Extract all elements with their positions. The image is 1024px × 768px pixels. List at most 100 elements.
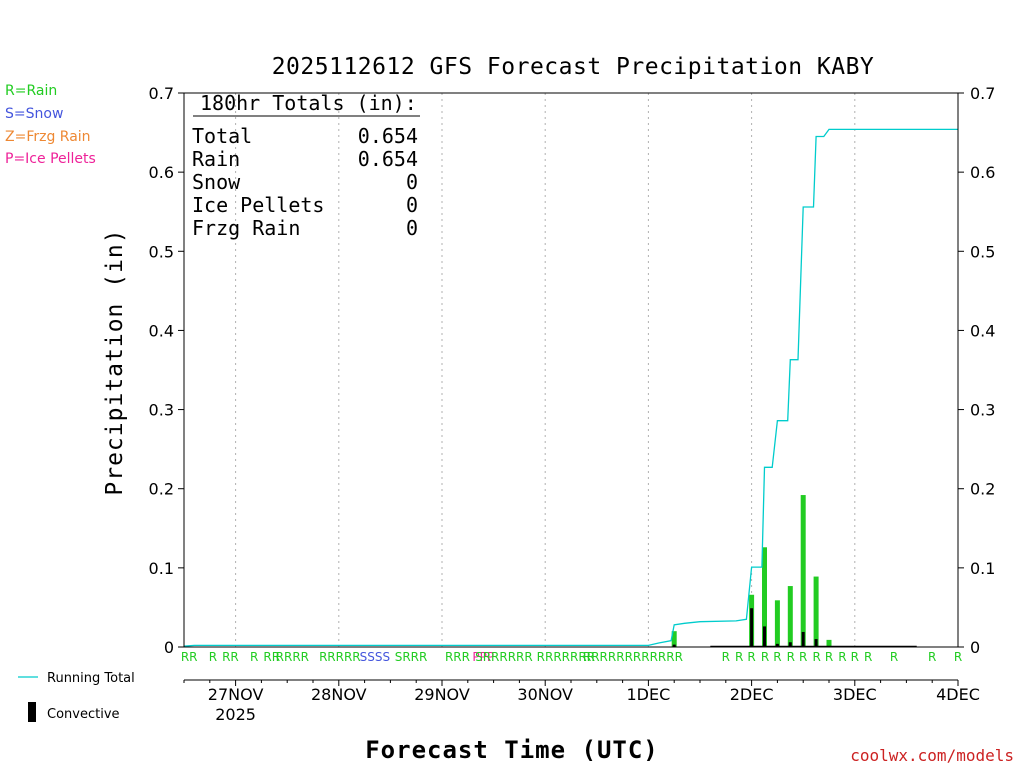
y-tick-label-left-4: 0.4 [149, 321, 174, 340]
y-tick-label-right-4: 0.4 [970, 321, 995, 340]
ptype-label-16: R [735, 650, 743, 664]
ptype-label-7: RRRR [327, 650, 360, 664]
x-tick-label-1: 28NOV [311, 685, 367, 704]
y-tick-label-left-6: 0.6 [149, 163, 174, 182]
y-tick-label-right-0: 0 [970, 638, 980, 657]
series-legend: Running Total Convective [18, 671, 135, 722]
y-tick-label-left-2: 0.2 [149, 480, 174, 499]
ptype-label-18: R [761, 650, 769, 664]
convective-bar-0 [672, 644, 676, 647]
totals-frzg-label: Frzg Rain [192, 216, 300, 240]
ptype-label-14: RRRRRRRRRRRR [583, 650, 683, 664]
y-tick-label-left-7: 0.7 [149, 84, 174, 103]
x-axis-label: Forecast Time (UTC) [365, 736, 659, 764]
legend-pellets: P=Ice Pellets [5, 151, 96, 167]
plot-border [183, 92, 959, 648]
totals-header: 180hr Totals (in): [200, 91, 417, 115]
running-total-line [183, 128, 958, 647]
ptype-label-17: R [747, 650, 755, 664]
convective-swatch [28, 702, 36, 722]
ptype-label-2: RR [222, 650, 239, 664]
ptype-label-3: R [250, 650, 258, 664]
ptype-label-25: R [851, 650, 859, 664]
ptype-label-20: R [787, 650, 795, 664]
y-tick-label-left-1: 0.1 [149, 559, 174, 578]
convective-bar-5 [801, 631, 805, 647]
x-tick-label-0: 27NOV [208, 685, 264, 704]
x-tick-label-2: 29NOV [414, 685, 470, 704]
y-tick-label-left-3: 0.3 [149, 401, 174, 420]
totals-pellets-value: 0 [406, 193, 418, 217]
y-tick-label-right-7: 0.7 [970, 84, 995, 103]
x-tick-label-4: 1DEC [627, 685, 671, 704]
x-tick-label-3: 30NOV [517, 685, 573, 704]
precip-bar-0 [671, 631, 677, 647]
ptype-label-15: R [722, 650, 730, 664]
legend-running-total: Running Total [47, 671, 135, 686]
x-tick-sublabel-0: 2025 [215, 705, 256, 724]
ptype-label-8: SSSS [360, 650, 390, 664]
ptype-label-10: RRR [445, 650, 470, 664]
y-tick-label-right-6: 0.6 [970, 163, 995, 182]
ptype-label-9: SRRR [395, 650, 428, 664]
legend-rain: R=Rain [5, 83, 57, 99]
precip-bar-4 [787, 586, 793, 647]
ptype-label-12: SRRRRRR [475, 650, 533, 664]
totals-frzg-value: 0 [406, 216, 418, 240]
totals-total-value: 0.654 [358, 124, 418, 148]
y-tick-label-right-1: 0.1 [970, 559, 995, 578]
y-axis-ticks: 0 00.1 0.10.2 0.20.3 0.30.4 0.40.5 0.50.6 0.60.… [149, 84, 996, 657]
ptype-label-1: R [209, 650, 217, 664]
chart-title: 2025112612 GFS Forecast Precipitation KA… [272, 54, 875, 80]
watermark: coolwx.com/models [850, 746, 1014, 765]
ptype-label-29: R [954, 650, 962, 664]
ptype-label-23: R [825, 650, 833, 664]
ptype-label-19: R [773, 650, 781, 664]
convective-bar-4 [788, 642, 792, 647]
ptype-label-22: R [812, 650, 820, 664]
legend-snow: S=Snow [5, 106, 63, 122]
ptype-label-6: R [319, 650, 327, 664]
y-axis-label: Precipitation (in) [102, 228, 128, 495]
ptype-label-21: R [799, 650, 807, 664]
y-tick-label-left-0: 0 [164, 638, 174, 657]
legend-frzg: Z=Frzg Rain [5, 129, 91, 145]
totals-rain-label: Rain [192, 147, 240, 171]
totals-snow-label: Snow [192, 170, 241, 194]
y-tick-label-left-5: 0.5 [149, 242, 174, 261]
ptype-label-0: RR [181, 650, 198, 664]
ptype-label-5: RRRR [276, 650, 309, 664]
ptype-label-11: PPP [472, 650, 494, 664]
x-tick-label-6: 3DEC [833, 685, 877, 704]
precip-bar-5 [800, 495, 806, 647]
precip-bar-3 [774, 600, 780, 647]
precip-bar-2 [762, 547, 767, 647]
ptype-label-4: RR [263, 650, 280, 664]
ptype-label-13: RRRRRRR [537, 650, 595, 664]
totals-rain-value: 0.654 [358, 147, 418, 171]
convective-bar-3 [775, 643, 779, 647]
ptype-label-27: R [890, 650, 898, 664]
x-tick-label-7: 4DEC [936, 685, 980, 704]
convective-bar-2 [763, 626, 766, 647]
x-tick-label-5: 2DEC [730, 685, 774, 704]
totals-total-label: Total [192, 124, 252, 148]
plot-frame [183, 92, 959, 648]
precip-bar-6 [813, 576, 819, 647]
y-tick-label-right-2: 0.2 [970, 480, 995, 499]
totals-pellets-label: Ice Pellets [192, 193, 324, 217]
legend-convective: Convective [47, 707, 120, 722]
convective-bar-6 [814, 639, 818, 647]
precip-bars [671, 495, 917, 648]
ptype-legend: R=Rain S=Snow Z=Frzg Rain P=Ice Pellets [5, 83, 96, 167]
y-tick-label-right-5: 0.5 [970, 242, 995, 261]
precip-bar-7 [826, 639, 832, 647]
running-total-series [183, 128, 958, 647]
y-tick-label-right-3: 0.3 [970, 401, 995, 420]
convective-bar-1 [750, 608, 754, 647]
ptype-label-26: R [864, 650, 872, 664]
grid-lines [235, 93, 856, 647]
totals-box: 180hr Totals (in): Total 0.654 Rain 0.65… [192, 91, 420, 240]
